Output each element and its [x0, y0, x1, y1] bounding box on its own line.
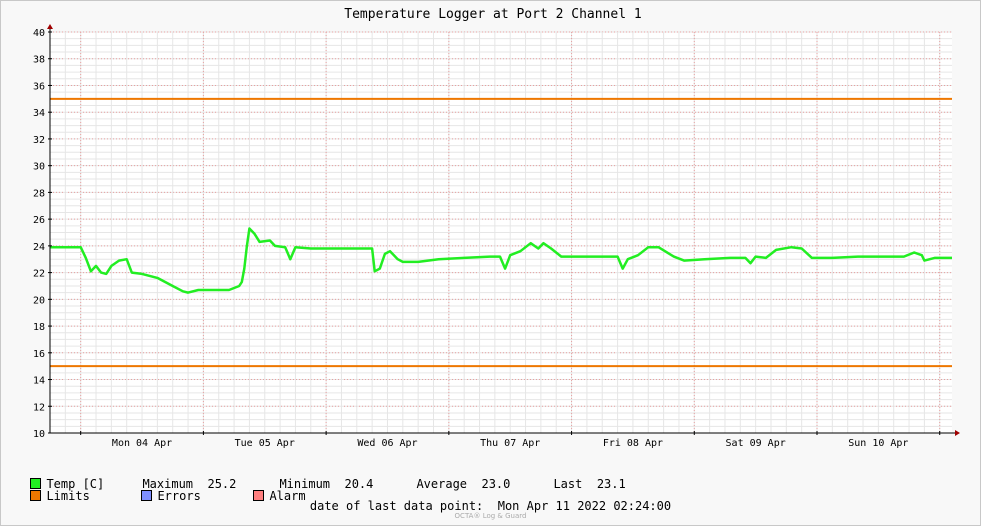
minimum-value: 20.4: [344, 477, 374, 491]
temp-swatch: [30, 478, 42, 489]
x-axis-arrow: [955, 430, 960, 436]
limits-legend: Limits: [16, 475, 90, 503]
y-tick-label: 16: [33, 349, 45, 360]
limits-swatch: [30, 490, 42, 501]
maximum-stat: Maximum 25.2: [128, 463, 236, 491]
maximum-value: 25.2: [207, 477, 237, 491]
axis-layer: [47, 24, 960, 436]
chart-title: Temperature Logger at Port 2 Channel 1: [344, 7, 641, 22]
last-point-value: Mon Apr 11 2022 02:24:00: [497, 499, 672, 513]
y-tick-label: 32: [33, 135, 45, 146]
last-label: Last: [553, 477, 583, 491]
y-tick-label: 24: [33, 242, 45, 253]
last-value: 23.1: [596, 477, 626, 491]
y-tick-label: 12: [33, 402, 45, 413]
y-tick-label: 34: [33, 108, 45, 119]
x-tick-label: Sat 09 Apr: [726, 438, 786, 449]
y-tick-label: 26: [33, 215, 45, 226]
y-axis-arrow: [47, 24, 53, 29]
average-stat: Average 23.0: [402, 463, 510, 491]
minimum-label: Minimum: [279, 477, 331, 491]
limit-layer: [50, 97, 952, 368]
x-tick-label: Tue 05 Apr: [235, 438, 295, 449]
y-tick-label: 18: [33, 322, 45, 333]
alarm-legend: Alarm: [239, 475, 306, 503]
series-layer: [50, 227, 952, 294]
errors-legend-label: Errors: [157, 489, 201, 503]
y-tick-label: 36: [33, 81, 45, 92]
last-point-label: date of last data point:: [309, 499, 484, 513]
alarm-swatch: [253, 490, 265, 501]
y-tick-label: 40: [33, 28, 45, 39]
temperature-chart: Temperature Logger at Port 2 Channel 1 1…: [33, 7, 960, 449]
y-tick-label: 38: [33, 55, 45, 66]
y-tick-label: 22: [33, 269, 45, 280]
grid-layer: [49, 31, 952, 434]
average-value: 23.0: [481, 477, 511, 491]
average-label: Average: [416, 477, 468, 491]
x-tick-label: Thu 07 Apr: [480, 438, 540, 449]
temp-series-line: [50, 227, 952, 294]
y-tick-label: 14: [33, 376, 45, 387]
x-tick-label: Sun 10 Apr: [848, 438, 908, 449]
y-tick-label: 30: [33, 162, 45, 173]
watermark: OCTA® Log & Guard: [454, 512, 527, 520]
x-tick-labels: Mon 04 Apr Tue 05 Apr Wed 06 Apr Thu 07 Apr…: [112, 438, 909, 449]
errors-swatch: [141, 490, 153, 501]
y-tick-label: 20: [33, 295, 45, 306]
minimum-stat: Minimum 20.4: [265, 463, 373, 491]
alarm-legend-label: Alarm: [269, 489, 306, 503]
last-data-point: date of last data point: Mon Apr 11 2022…: [0, 499, 981, 513]
y-tick-label: 28: [33, 188, 45, 199]
x-tick-label: Fri 08 Apr: [603, 438, 663, 449]
maximum-label: Maximum: [142, 477, 194, 491]
x-tick-label: Wed 06 Apr: [357, 438, 417, 449]
y-tick-label: 10: [33, 429, 45, 440]
last-stat: Last 23.1: [539, 463, 626, 491]
limits-legend-label: Limits: [46, 489, 90, 503]
x-tick-label: Mon 04 Apr: [112, 438, 172, 449]
legend-row-1: Temp [C]: [16, 463, 104, 491]
temp-legend-label: Temp [C]: [46, 477, 105, 491]
y-tick-labels: 10 12 14 16 18 20 22 24 26 28 30 32 34 36 38 40: [33, 28, 45, 440]
errors-legend: Errors: [127, 475, 201, 503]
